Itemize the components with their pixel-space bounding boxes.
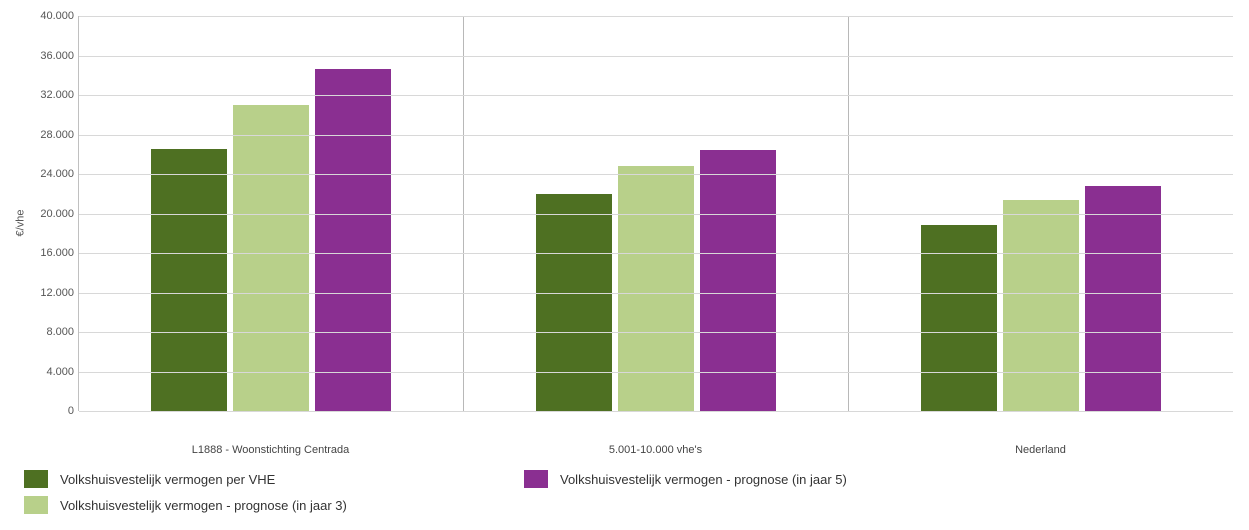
x-axis: L1888 - Woonstichting Centrada5.001-10.0… bbox=[78, 438, 1233, 462]
legend-swatch bbox=[524, 470, 548, 488]
legend-label: Volkshuisvestelijk vermogen - prognose (… bbox=[60, 498, 347, 513]
legend: Volkshuisvestelijk vermogen per VHE Volks… bbox=[24, 470, 1024, 522]
legend-item: Volkshuisvestelijk vermogen per VHE bbox=[24, 470, 464, 488]
y-tick-label: 24.000 bbox=[40, 168, 74, 180]
y-tick-label: 40.000 bbox=[40, 10, 74, 22]
legend-item: Volkshuisvestelijk vermogen - prognose (… bbox=[24, 496, 464, 514]
bar bbox=[536, 194, 612, 411]
gridline bbox=[79, 174, 1233, 175]
y-tick-label: 0 bbox=[68, 405, 74, 417]
bar-chart: €/vhe 0 4.000 8.000 12.000 16.000 20.000 24.00… bbox=[0, 0, 1249, 530]
gridline bbox=[79, 332, 1233, 333]
x-tick-label: Nederland bbox=[848, 438, 1233, 462]
x-tick-label: 5.001-10.000 vhe's bbox=[463, 438, 848, 462]
y-tick-label: 8.000 bbox=[46, 326, 74, 338]
gridline bbox=[79, 16, 1233, 17]
y-tick-label: 32.000 bbox=[40, 89, 74, 101]
x-tick-label: L1888 - Woonstichting Centrada bbox=[78, 438, 463, 462]
gridline bbox=[79, 372, 1233, 373]
y-tick-label: 36.000 bbox=[40, 50, 74, 62]
gridline bbox=[79, 411, 1233, 412]
y-tick-label: 20.000 bbox=[40, 208, 74, 220]
plot-area bbox=[78, 16, 1233, 411]
legend-item: Volkshuisvestelijk vermogen - prognose (… bbox=[524, 470, 964, 488]
bar bbox=[233, 105, 309, 411]
bar bbox=[315, 69, 391, 411]
legend-label: Volkshuisvestelijk vermogen - prognose (… bbox=[560, 472, 847, 487]
gridline bbox=[79, 293, 1233, 294]
y-axis-label: €/vhe bbox=[8, 8, 32, 438]
y-tick-label: 28.000 bbox=[40, 129, 74, 141]
legend-swatch bbox=[24, 496, 48, 514]
y-tick-label: 12.000 bbox=[40, 287, 74, 299]
bar bbox=[618, 166, 694, 411]
bar bbox=[1003, 200, 1079, 411]
gridline bbox=[79, 253, 1233, 254]
gridline bbox=[79, 135, 1233, 136]
gridline bbox=[79, 214, 1233, 215]
gridline bbox=[79, 56, 1233, 57]
y-axis-ticks: 04.0008.00012.00016.00020.00024.00028.00… bbox=[32, 16, 78, 411]
legend-swatch bbox=[24, 470, 48, 488]
bar bbox=[1085, 186, 1161, 411]
legend-label: Volkshuisvestelijk vermogen per VHE bbox=[60, 472, 275, 487]
y-tick-label: 16.000 bbox=[40, 247, 74, 259]
gridline bbox=[79, 95, 1233, 96]
y-tick-label: 4.000 bbox=[46, 366, 74, 378]
